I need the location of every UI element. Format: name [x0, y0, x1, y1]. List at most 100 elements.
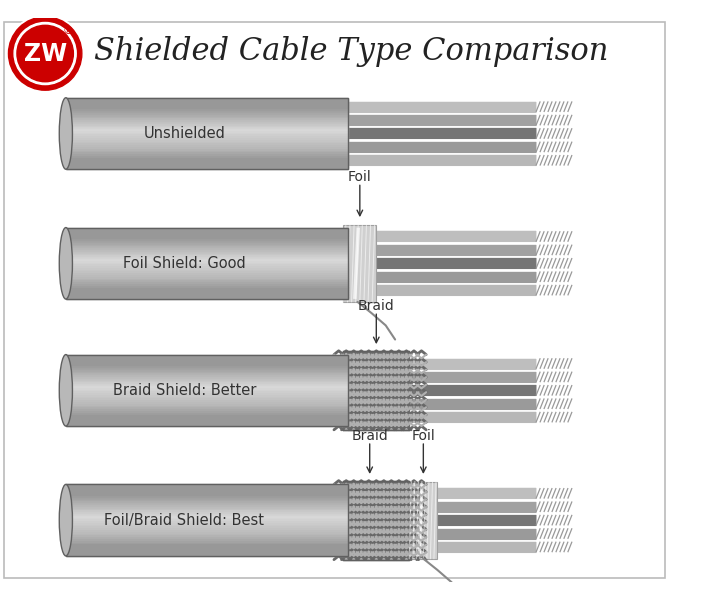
Bar — [66, 513, 348, 515]
Bar — [343, 481, 410, 560]
Bar — [66, 517, 348, 518]
Bar — [66, 399, 348, 401]
Bar — [66, 518, 348, 520]
Bar — [66, 526, 348, 527]
Bar — [66, 297, 348, 299]
Bar — [66, 137, 348, 139]
Bar — [66, 536, 348, 538]
Bar — [66, 265, 348, 267]
Bar — [66, 547, 348, 549]
Bar — [66, 554, 348, 556]
Bar — [66, 235, 348, 236]
Bar — [66, 166, 348, 167]
Bar — [66, 103, 348, 105]
Bar — [66, 531, 348, 533]
Bar — [66, 227, 348, 299]
Bar — [66, 545, 348, 547]
Bar — [66, 132, 348, 133]
Bar — [66, 130, 348, 132]
Bar — [66, 378, 348, 380]
Bar — [66, 391, 348, 392]
Bar — [66, 158, 348, 160]
Ellipse shape — [59, 227, 73, 299]
Bar — [66, 280, 348, 281]
Bar — [66, 105, 348, 107]
Bar — [66, 382, 348, 383]
Bar — [66, 401, 348, 403]
Bar — [66, 397, 348, 399]
Bar — [66, 146, 348, 148]
Bar — [66, 100, 348, 101]
Bar — [66, 251, 348, 253]
Bar — [66, 421, 348, 422]
Bar — [66, 392, 348, 394]
Text: Foil/Braid Shield: Best: Foil/Braid Shield: Best — [105, 512, 264, 527]
Bar — [66, 486, 348, 488]
Bar — [66, 410, 348, 412]
Bar — [66, 509, 348, 511]
Bar — [66, 553, 348, 554]
Bar — [66, 231, 348, 233]
Bar — [66, 153, 348, 155]
Bar — [66, 497, 348, 499]
Circle shape — [14, 22, 76, 85]
Bar — [66, 511, 348, 513]
Text: Unshielded: Unshielded — [144, 126, 225, 141]
Bar — [66, 244, 348, 245]
Bar — [66, 502, 348, 504]
Bar — [66, 116, 348, 118]
Bar — [66, 490, 348, 491]
Bar — [66, 283, 348, 285]
Bar — [66, 267, 348, 269]
Bar — [66, 293, 348, 295]
Bar — [66, 162, 348, 164]
Bar — [66, 272, 348, 274]
Bar — [66, 127, 348, 128]
Bar — [66, 142, 348, 144]
Bar — [66, 167, 348, 169]
Bar — [66, 125, 348, 127]
Bar — [66, 527, 348, 529]
Bar — [66, 522, 348, 524]
Circle shape — [17, 25, 73, 82]
Bar — [66, 495, 348, 497]
Bar — [66, 276, 348, 278]
Bar — [66, 383, 348, 385]
Bar — [66, 538, 348, 540]
Bar — [66, 551, 348, 553]
Bar — [66, 107, 348, 109]
Bar — [66, 406, 348, 408]
Bar — [66, 98, 348, 169]
Bar — [66, 240, 348, 242]
Bar — [343, 351, 410, 430]
Bar — [66, 242, 348, 244]
Bar — [66, 499, 348, 500]
Bar — [66, 535, 348, 536]
Bar — [66, 424, 348, 426]
Bar — [66, 274, 348, 276]
Bar — [66, 292, 348, 293]
Bar — [66, 281, 348, 283]
Bar — [66, 404, 348, 406]
Bar — [66, 355, 348, 356]
Bar — [66, 376, 348, 378]
Bar — [410, 482, 437, 559]
Bar — [343, 225, 376, 302]
Bar — [66, 245, 348, 247]
Bar — [66, 491, 348, 493]
Bar — [66, 133, 348, 135]
Bar — [66, 289, 348, 290]
Bar — [66, 249, 348, 251]
Bar — [66, 119, 348, 121]
Circle shape — [9, 17, 82, 90]
Bar — [66, 149, 348, 151]
Bar — [66, 403, 348, 404]
Text: Shielded Cable Type Comparison: Shielded Cable Type Comparison — [94, 36, 609, 67]
Bar — [66, 371, 348, 373]
Bar — [66, 160, 348, 162]
Bar — [343, 481, 410, 560]
Bar — [66, 254, 348, 256]
Bar — [66, 367, 348, 369]
Bar — [66, 285, 348, 287]
Bar — [66, 540, 348, 542]
